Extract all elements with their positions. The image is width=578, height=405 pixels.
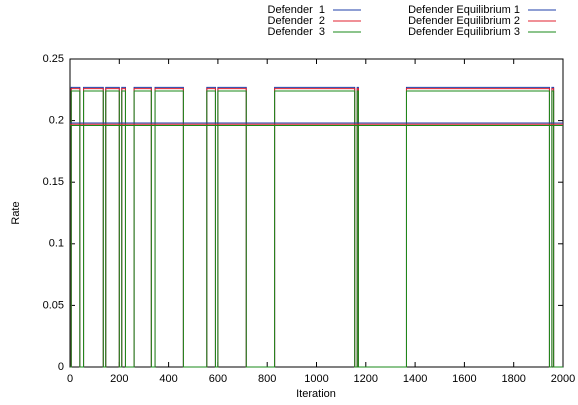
x-tick-label: 800 [258,373,276,385]
plot-frame [69,58,564,368]
series-line [70,88,563,368]
legend-label: Defender Equilibrium 1 [408,4,520,16]
series-line [70,90,563,368]
x-tick-label: 1400 [403,373,427,385]
x-tick-label: 2000 [551,373,575,385]
y-tick-label: 0.2 [49,115,64,127]
y-tick-label: 0.25 [43,53,64,65]
x-tick-label: 0 [67,373,73,385]
x-tick-label: 1200 [354,373,378,385]
legend-label: Defender 2 [268,15,325,27]
series-line [70,86,563,368]
x-tick-label: 1000 [304,373,328,385]
y-tick-label: 0.05 [43,299,64,311]
legend-label: Defender Equilibrium 2 [408,15,520,27]
x-tick-label: 400 [159,373,177,385]
legend-label: Defender Equilibrium 3 [408,26,520,38]
legend-label: Defender 3 [268,26,325,38]
x-tick-label: 1800 [501,373,525,385]
y-tick-label: 0 [58,361,64,373]
x-axis-label: Iteration [296,388,336,400]
y-tick-label: 0.1 [49,238,64,250]
x-tick-label: 600 [209,373,227,385]
x-tick-label: 1600 [452,373,476,385]
legend-label: Defender 1 [268,4,325,16]
y-axis-label: Rate [10,201,22,224]
x-tick-label: 200 [110,373,128,385]
y-tick-label: 0.15 [43,176,64,188]
